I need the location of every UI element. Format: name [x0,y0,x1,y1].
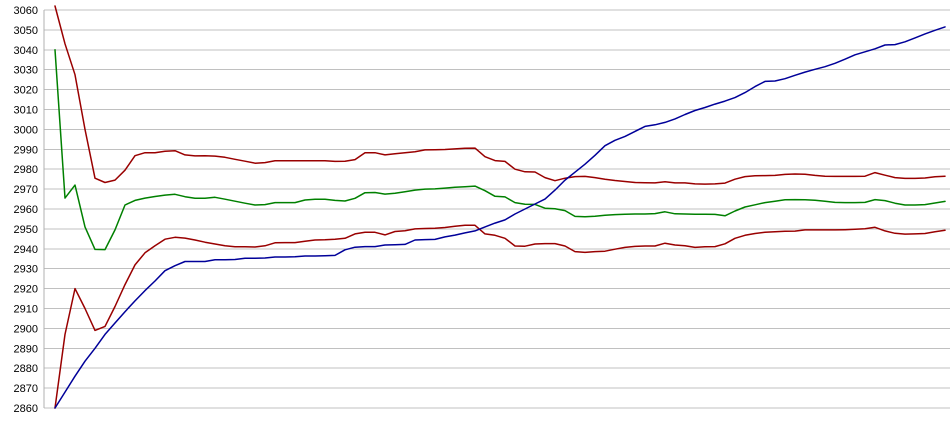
y-axis-label: 3010 [14,105,38,117]
y-axis-label: 3030 [14,65,38,77]
data-series [54,5,946,409]
y-axis-labels: 3060 3050 3040 3030 3020 3010 3000 2990 2980 2970… [14,5,38,415]
y-axis-label: 2940 [14,244,38,256]
y-axis-label: 2930 [14,264,38,276]
gridlines [44,9,950,409]
series-blue-line [54,26,946,409]
series-green-line [54,49,946,251]
y-axis-label: 2890 [14,343,38,355]
y-axis-label: 2920 [14,284,38,296]
y-axis-label: 2860 [14,403,38,415]
y-axis-label: 2870 [14,383,38,395]
y-axis-label: 3040 [14,45,38,57]
y-axis-label: 2950 [14,224,38,236]
y-axis-label: 2910 [14,304,38,316]
y-axis-label: 3050 [14,25,38,37]
y-axis-label: 3020 [14,85,38,97]
y-axis-label: 2880 [14,363,38,375]
y-axis-label: 2980 [14,164,38,176]
y-axis-label: 2960 [14,204,38,216]
series-lower-dark-red-line [54,224,946,409]
y-axis-label: 2970 [14,184,38,196]
y-axis-label: 2900 [14,323,38,335]
y-axis-label: 2990 [14,144,38,156]
y-axis-label: 3000 [14,124,38,136]
y-axis-label: 3060 [14,5,38,17]
series-upper-dark-red-line [54,5,946,185]
